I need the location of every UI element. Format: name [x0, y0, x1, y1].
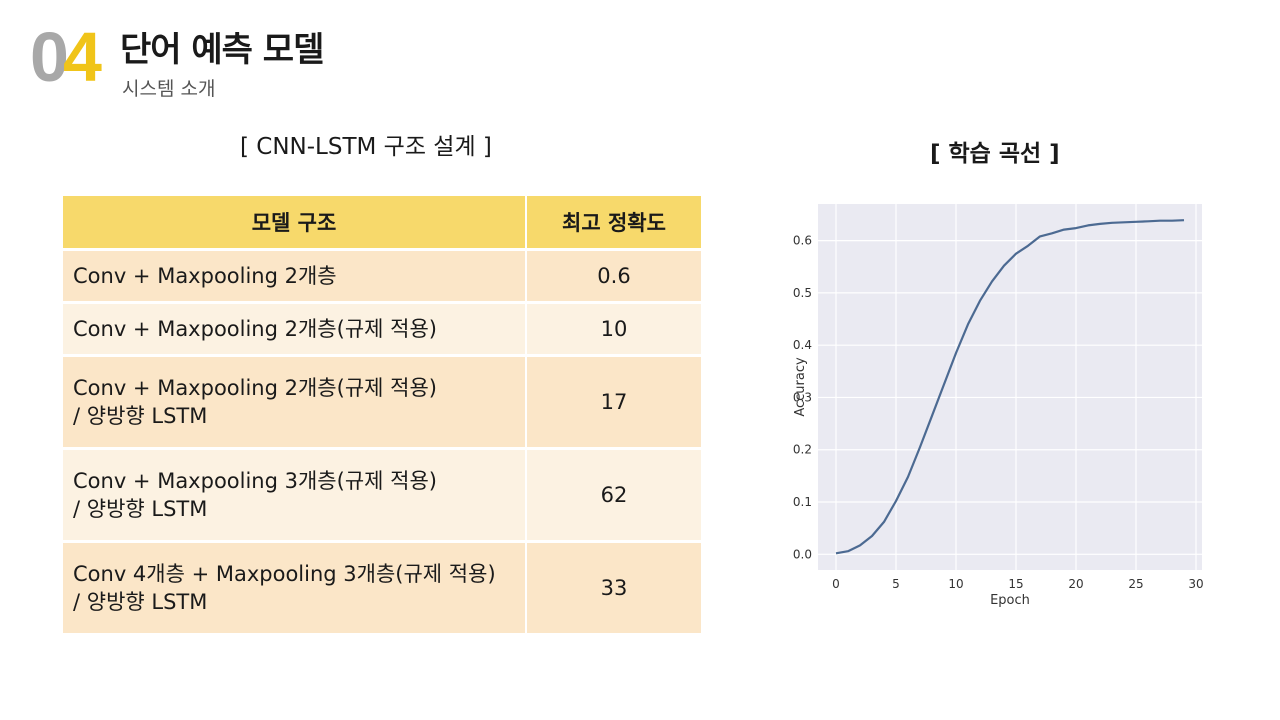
model-structure-line1: Conv 4개층 + Maxpooling 3개층(규제 적용): [73, 562, 496, 586]
accuracy-cell: 17: [526, 355, 703, 450]
x-tick-label: 15: [1008, 577, 1023, 591]
x-tick-label: 10: [948, 577, 963, 591]
section-number-digit-0: 0: [30, 18, 69, 96]
x-axis-label: Epoch: [990, 593, 1030, 608]
model-structure-cell: Conv + Maxpooling 2개층(규제 적용): [63, 302, 527, 357]
model-structure-line1: Conv + Maxpooling 2개층(규제 적용): [73, 317, 437, 341]
y-axis-label: Accuracy: [793, 357, 808, 417]
accuracy-cell: 0.6: [526, 249, 703, 304]
table-row: Conv + Maxpooling 3개층(규제 적용) / 양방향 LSTM 6…: [63, 448, 703, 543]
table-row: Conv 4개층 + Maxpooling 3개층(규제 적용) / 양방향 LS…: [63, 541, 703, 636]
accuracy-series-line: [835, 219, 1185, 555]
header-best-accuracy: 최고 정확도: [526, 196, 703, 251]
model-structure-line2: / 양방향 LSTM: [73, 404, 208, 428]
page-subtitle: 시스템 소개: [122, 78, 216, 100]
x-tick-label: 30: [1188, 577, 1203, 591]
x-tick-label: 20: [1068, 577, 1083, 591]
cnn-lstm-section-title: [ CNN-LSTM 구조 설계 ]: [240, 134, 492, 160]
accuracy-cell: 33: [526, 541, 703, 636]
table-row: Conv + Maxpooling 2개층(규제 적용) 10: [63, 302, 703, 357]
x-tick-label: 0: [832, 577, 840, 591]
y-tick-label: 0.6: [793, 234, 812, 248]
model-structure-line1: Conv + Maxpooling 2개층: [73, 264, 337, 288]
y-tick-label: 0.4: [793, 338, 812, 352]
y-tick-label: 0.0: [793, 547, 812, 561]
model-structure-line2: / 양방향 LSTM: [73, 497, 208, 521]
model-structure-cell: Conv + Maxpooling 2개층: [63, 249, 527, 304]
section-number: 04: [30, 22, 102, 92]
model-structure-line1: Conv + Maxpooling 3개층(규제 적용): [73, 469, 437, 493]
y-tick-label: 0.1: [793, 495, 812, 509]
header-model-structure: 모델 구조: [63, 196, 527, 251]
y-tick-label: 0.5: [793, 286, 812, 300]
y-tick-label: 0.3: [793, 390, 812, 404]
table-row: Conv + Maxpooling 2개층(규제 적용) / 양방향 LSTM 1…: [63, 355, 703, 450]
model-structure-line2: / 양방향 LSTM: [73, 590, 208, 614]
page-title: 단어 예측 모델: [120, 30, 324, 70]
y-tick-label: 0.2: [793, 443, 812, 457]
model-structure-table: 모델 구조 최고 정확도 Conv + Maxpooling 2개층 0.6 C…: [63, 196, 703, 636]
model-structure-cell: Conv + Maxpooling 3개층(규제 적용) / 양방향 LSTM: [63, 448, 527, 543]
x-tick-label: 5: [892, 577, 900, 591]
learning-curve-chart: 0 5 10 15 20 25 30 0.0 0.1 0.2 0.3 0.4 0.5 0.6 Epoch Ac…: [793, 204, 1204, 608]
accuracy-cell: 62: [526, 448, 703, 543]
table-row: Conv + Maxpooling 2개층 0.6: [63, 249, 703, 304]
table-header-row: 모델 구조 최고 정확도: [63, 196, 703, 251]
model-structure-cell: Conv + Maxpooling 2개층(규제 적용) / 양방향 LSTM: [63, 355, 527, 450]
section-number-digit-4: 4: [62, 18, 102, 96]
x-tick-label: 25: [1128, 577, 1143, 591]
accuracy-cell: 10: [526, 302, 703, 357]
learning-curve-section-title: [ 학습 곡선 ]: [930, 141, 1060, 167]
plot-area: [818, 204, 1202, 570]
model-structure-cell: Conv 4개층 + Maxpooling 3개층(규제 적용) / 양방향 LS…: [63, 541, 527, 636]
model-structure-line1: Conv + Maxpooling 2개층(규제 적용): [73, 376, 437, 400]
